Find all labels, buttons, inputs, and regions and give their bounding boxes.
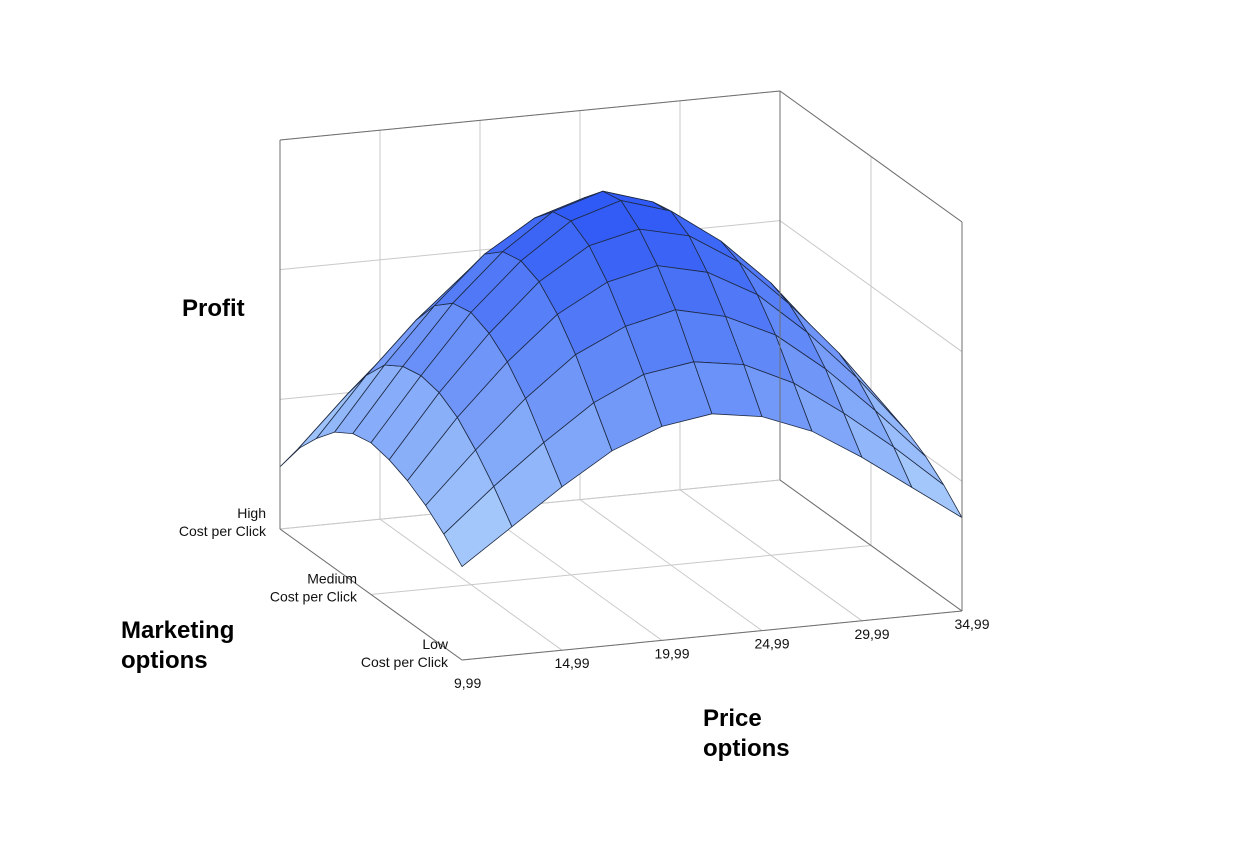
x-tick-label: 14,99 [554,655,589,671]
side-wall-gridline-horizontal [779,220,963,353]
frame-layer [279,90,963,661]
y-tick-label: Medium Cost per Click [270,571,358,605]
box-frame-edge [279,528,463,661]
y-tick-label-line: Cost per Click [270,589,358,605]
y-tick-label: High Cost per Click [179,505,267,539]
x-tick-label: 9,99 [454,675,481,691]
box-frame-edge [461,610,963,661]
surface-layer [279,190,963,567]
z-axis-title: Profit [182,295,245,322]
x-tick-label: 34,99 [954,616,989,632]
x-tick-label: 19,99 [654,645,689,661]
y-tick-label-line: Low [422,636,449,652]
y-tick-label-line: Medium [307,571,357,587]
box-frame-edge [779,479,963,612]
surface-cell [893,446,963,518]
y-tick-label-line: High [237,505,266,521]
y-axis-title-line-1: Marketing [121,617,234,644]
floor-gridline-marketing [370,545,872,595]
y-axis-title-line-2: options [121,647,208,674]
y-tick-label-line: Cost per Click [179,523,267,539]
tick-layer: 9,99 14,99 19,99 24,99 29,99 34,99 Low Cost per… [179,505,990,691]
y-tick-label: Low Cost per Click [361,636,449,670]
box-frame-edge [279,90,781,141]
y-tick-label-line: Cost per Click [361,654,449,670]
x-axis-title-line-2: options [703,735,790,762]
x-tick-label: 29,99 [854,626,889,642]
x-axis-title-line-1: Price [703,705,762,732]
box-frame-edge [779,90,963,223]
x-tick-label: 24,99 [754,636,789,652]
